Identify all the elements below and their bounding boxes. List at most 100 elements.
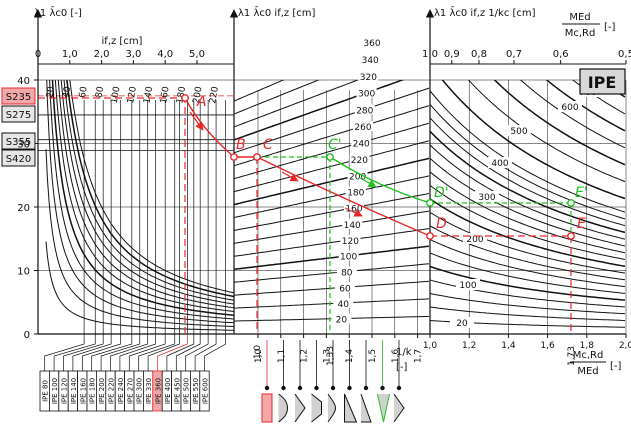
section-leader xyxy=(204,334,226,371)
grade-box xyxy=(1,149,36,167)
top-med-title-den: Mc,Rd xyxy=(565,28,596,39)
right-curve-label: 500 xyxy=(510,127,527,137)
diagram-shape xyxy=(393,393,405,423)
mid-curve-180 xyxy=(234,175,430,218)
left-curve-160 xyxy=(60,80,234,305)
y-tick-label: 10 xyxy=(17,267,30,278)
section-leader xyxy=(185,334,209,371)
mid-curve-280 xyxy=(234,87,430,154)
kc-tick-label: 1,5 xyxy=(368,349,378,363)
top-if-title: if,z [cm] xyxy=(102,36,143,47)
point-label-C: C xyxy=(263,137,273,153)
mid-curve-label: 140 xyxy=(344,221,361,231)
diagram-shape xyxy=(360,393,372,423)
diagram-shape xyxy=(278,393,288,423)
kc-tick-label: 1,4 xyxy=(345,349,355,364)
section-leader xyxy=(157,334,188,371)
point-label-D: D xyxy=(436,216,447,232)
mid-label-bg xyxy=(333,297,354,308)
point-E' xyxy=(567,199,575,207)
moment-diagram xyxy=(393,393,405,423)
top-med-title-num: MEd xyxy=(569,12,590,23)
diagram-shape xyxy=(344,393,358,423)
mid-label-bg xyxy=(331,313,352,324)
top-if-label: 3,0 xyxy=(125,49,141,60)
y-tick-label: 40 xyxy=(17,76,30,87)
point-label-B: B xyxy=(236,137,246,153)
right-curve-label: 100 xyxy=(459,281,476,291)
right-axis-title: λ1 λ̄c0 if,z 1/kc [cm] xyxy=(434,6,536,19)
grade-label-S355: S355 xyxy=(6,137,31,148)
red-arrow-1 xyxy=(189,111,204,131)
right-curve-label: 20 xyxy=(456,319,468,329)
m-tick-label: 2,0 xyxy=(619,341,631,351)
section-label: IPE 120 xyxy=(61,378,69,404)
y-tick-label: 30 xyxy=(17,140,30,151)
title-box xyxy=(579,68,626,95)
right-curve-220 xyxy=(430,184,626,260)
right-curves xyxy=(430,80,626,328)
section-leader xyxy=(53,334,96,371)
diagram-shape xyxy=(311,393,322,423)
r-label-bg xyxy=(456,279,480,290)
moment-diagram xyxy=(278,393,288,423)
section-leader xyxy=(166,334,195,371)
section-leader xyxy=(110,334,149,371)
section-leader xyxy=(44,334,85,371)
r-label-bg xyxy=(463,233,487,244)
chart-title: IPE xyxy=(588,73,617,92)
m-tick-label: 1,6 xyxy=(540,341,555,351)
section-label: IPE 360 xyxy=(155,378,163,404)
mid-curve-label: 300 xyxy=(358,90,375,100)
red-green-paths: A B C D E C' D' E' 1,0 1,33 1,73 xyxy=(38,94,588,366)
point-E xyxy=(567,232,575,240)
top-med-label: 0,6 xyxy=(553,49,569,60)
mid-label-bg xyxy=(344,202,364,213)
diagram-dot xyxy=(297,385,303,391)
right-curve-260 xyxy=(430,158,626,247)
mid-curve-120 xyxy=(234,228,430,257)
moment-diagram xyxy=(294,393,306,423)
section-leader xyxy=(63,334,104,371)
kc-tick-label: 1,6 xyxy=(391,349,401,364)
right-curve-label: 600 xyxy=(561,103,578,113)
moment-diagram xyxy=(360,393,372,423)
right-curve-340 xyxy=(430,103,626,220)
diagram-shape xyxy=(294,393,306,423)
section-label: IPE 160 xyxy=(79,378,87,404)
annot-1-33: 1,33 xyxy=(326,346,336,366)
left-curve-label: 120 xyxy=(126,86,139,105)
m-axis-title-num: Mc,Rd xyxy=(573,350,604,361)
section-label: IPE 300 xyxy=(136,378,144,404)
mid-label-bg xyxy=(349,153,370,164)
mid-curve-label: 320 xyxy=(360,73,377,83)
right-curve-320 xyxy=(430,117,626,227)
right-curve-140 xyxy=(430,238,626,288)
top-if-label: 4,0 xyxy=(157,49,173,60)
left-curve-20 xyxy=(45,241,234,331)
right-curve-60 xyxy=(430,293,626,315)
mid-label-bg xyxy=(335,282,355,293)
top-if-label: 2,0 xyxy=(94,49,110,60)
moment-diagram xyxy=(311,393,322,423)
grid-lines xyxy=(38,79,627,334)
point-label-C': C' xyxy=(328,137,342,153)
left-curve-180 xyxy=(63,80,234,301)
point-label-E: E xyxy=(577,216,586,232)
left-curve-label: 60 xyxy=(78,86,90,99)
left-curve-label: 100 xyxy=(110,86,123,105)
top-med-label: 1,0 xyxy=(422,49,438,60)
mid-curve-label: 20 xyxy=(336,316,348,326)
point-label-A: A xyxy=(196,94,207,110)
section-leader xyxy=(91,334,133,371)
m-axis-title-den: MEd xyxy=(577,366,598,377)
top-if-label: 5,0 xyxy=(189,49,205,60)
right-curve-180 xyxy=(430,211,626,274)
mid-curve-label: 360 xyxy=(363,39,380,49)
mid-curve-360 xyxy=(234,80,285,102)
right-curve-label: 200 xyxy=(466,235,483,245)
diagram-shape xyxy=(377,393,390,423)
r-label-bg xyxy=(488,157,512,168)
right-curve-300 xyxy=(430,130,626,234)
mid-label-bg xyxy=(347,170,368,181)
